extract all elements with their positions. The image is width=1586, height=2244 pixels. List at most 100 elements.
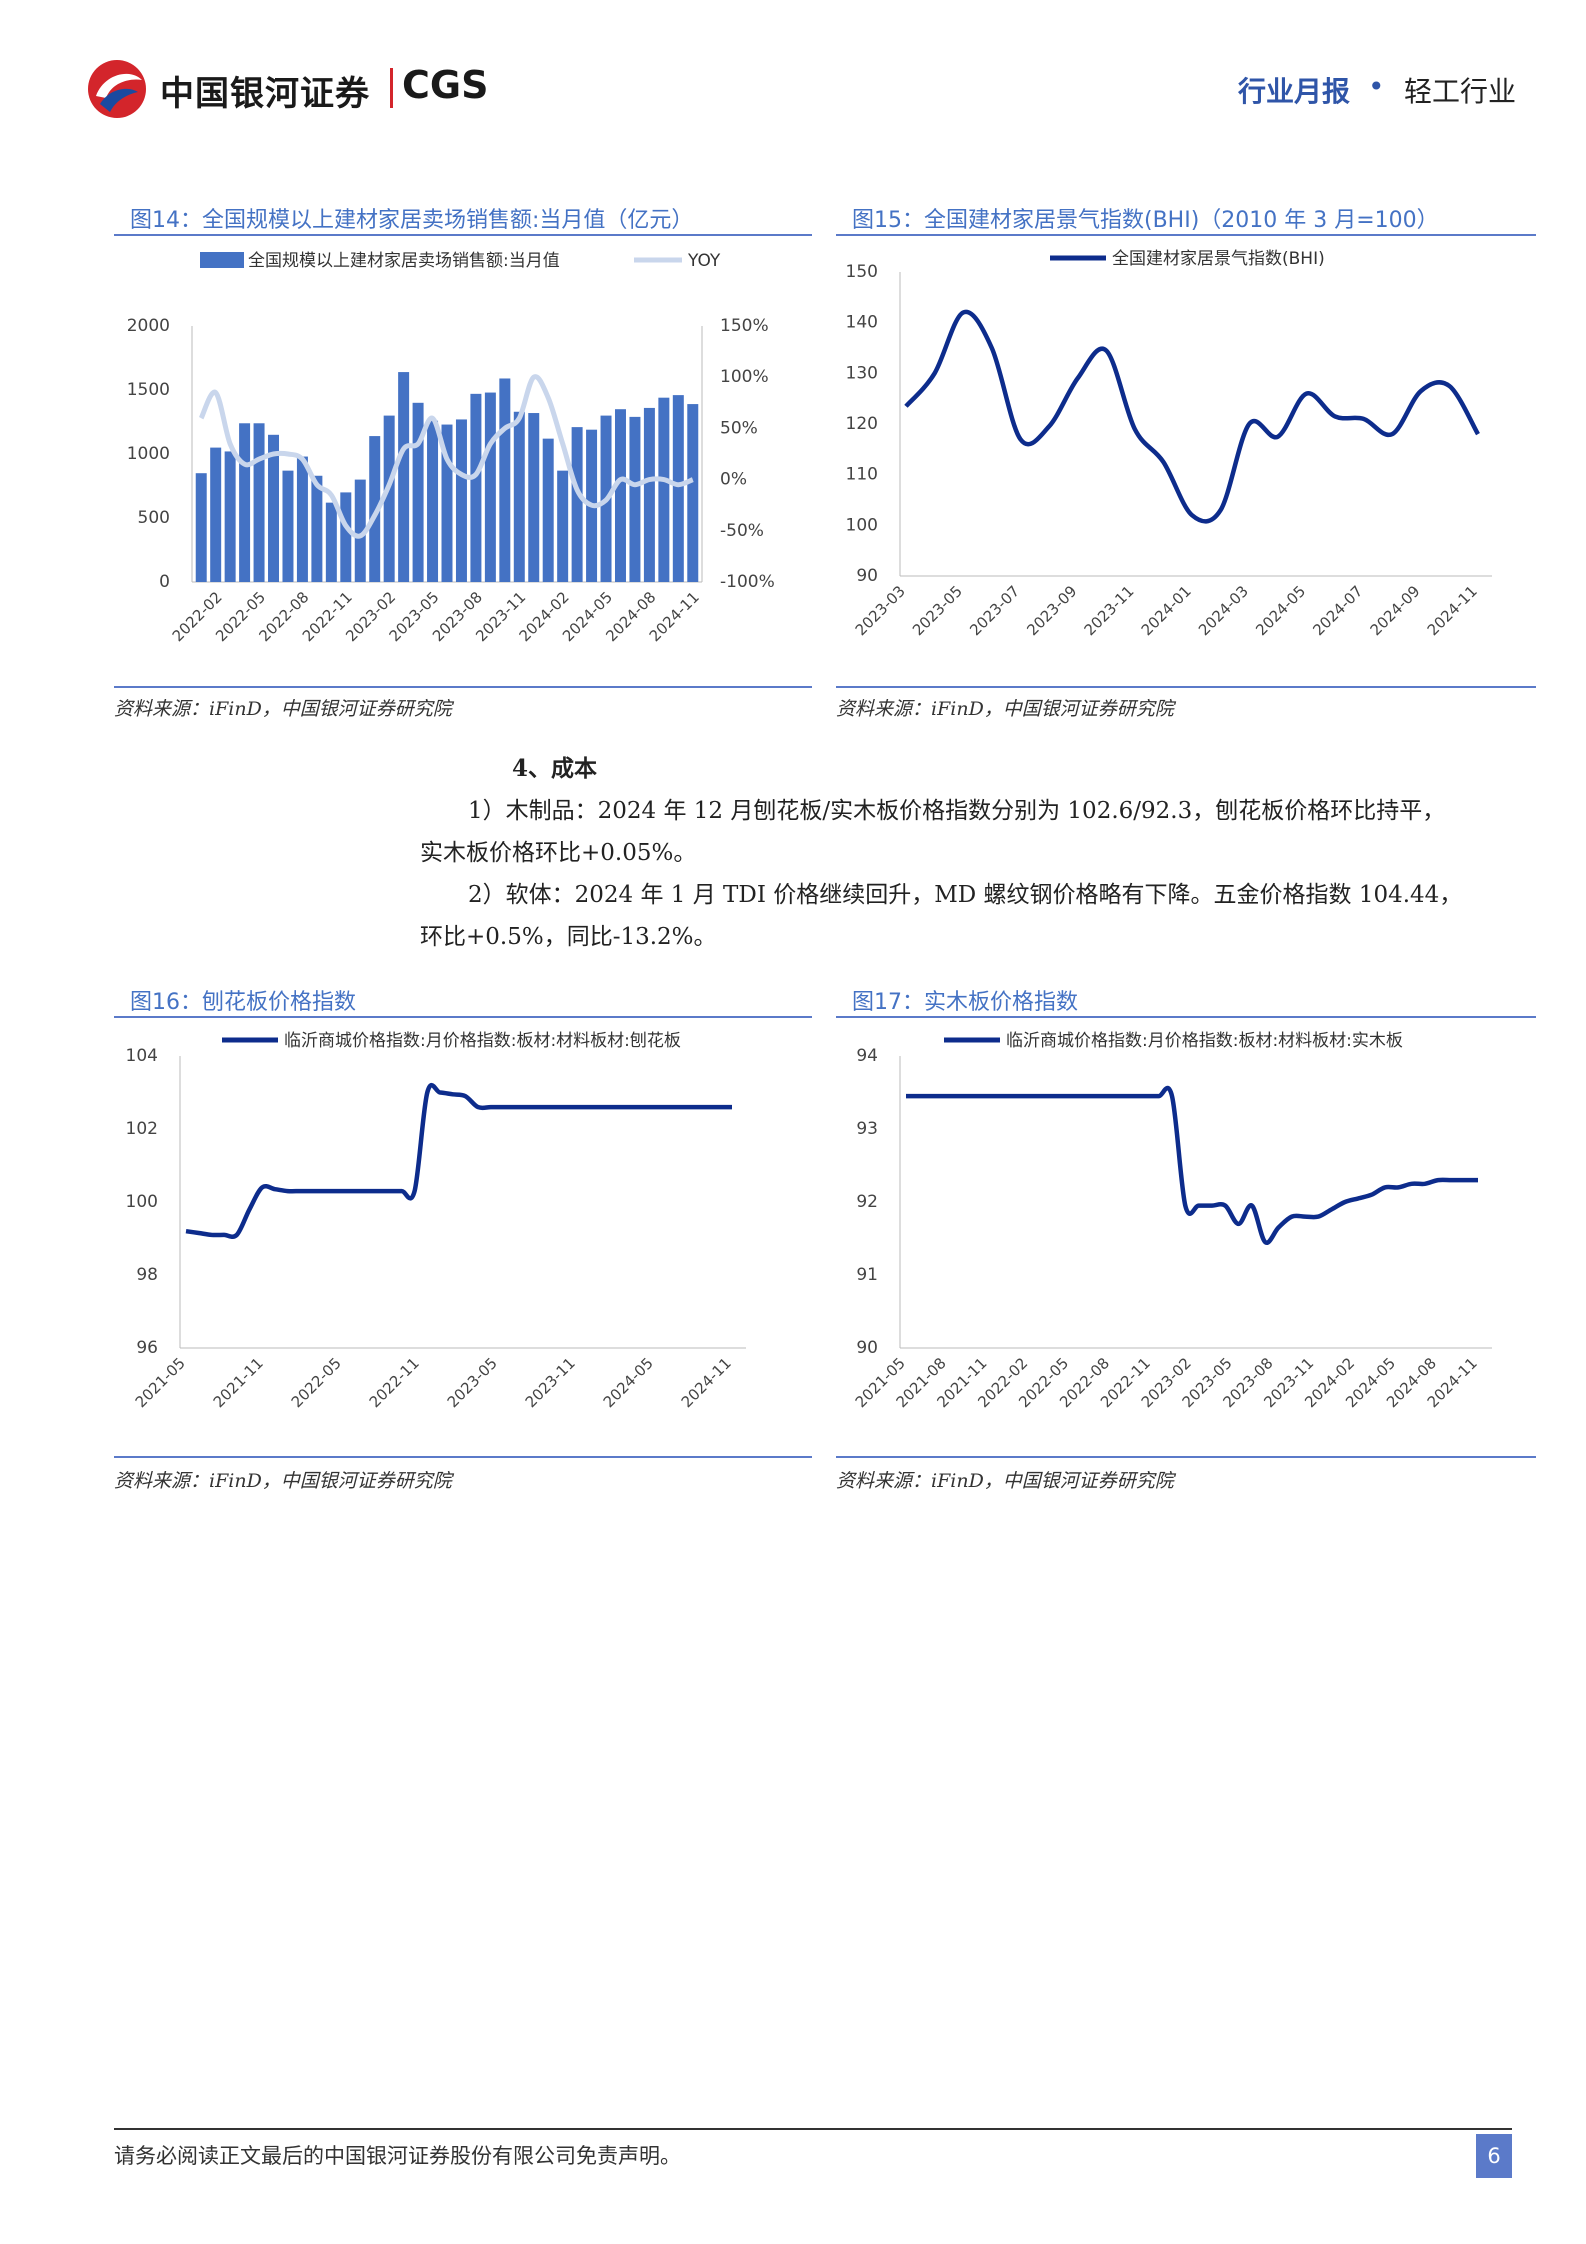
fig16-x-tick: 2024-11 xyxy=(678,1354,735,1411)
fig14-left-y-tick: 500 xyxy=(138,508,170,528)
brand-en: CGS xyxy=(402,63,489,107)
fig14-source: 资料来源：iFinD，中国银河证券研究院 xyxy=(114,698,452,720)
fig14-bar xyxy=(354,479,366,582)
fig14-legend-bar-swatch xyxy=(200,252,244,268)
fig14-bar xyxy=(557,470,569,582)
fig16-x-tick: 2021-05 xyxy=(132,1354,189,1411)
fig14-title: 图14：全国规模以上建材家居卖场销售额:当月值（亿元） xyxy=(130,208,694,233)
fig14-bar xyxy=(398,372,410,582)
fig16-x-tick: 2023-05 xyxy=(444,1354,501,1411)
fig14-bar xyxy=(629,416,641,582)
fig14-right-y-tick: -50% xyxy=(720,521,764,541)
fig15-x-tick: 2023-03 xyxy=(852,582,909,639)
fig15-x-tick: 2023-07 xyxy=(966,582,1023,639)
industry: 轻工行业 xyxy=(1404,75,1517,108)
fig15-y-tick: 150 xyxy=(846,262,878,282)
fig14-bar xyxy=(643,407,655,582)
fig17-rule xyxy=(836,1016,1536,1018)
footer-rule xyxy=(114,2128,1512,2130)
fig14-left-y-tick: 1500 xyxy=(127,380,170,400)
fig16-line xyxy=(185,1082,732,1239)
page-number: 6 xyxy=(1487,2144,1501,2168)
fig15-legend-label: 全国建材家居景气指数(BHI) xyxy=(1112,249,1325,269)
fig14-bar xyxy=(311,475,323,582)
fig14-bar xyxy=(268,434,280,582)
fig15-bottom-rule xyxy=(836,686,1536,688)
fig14-bar xyxy=(427,420,439,582)
fig14-bar xyxy=(325,502,337,582)
fig14-bar xyxy=(470,393,482,582)
fig15-x-tick: 2024-07 xyxy=(1309,582,1366,639)
fig14-bar xyxy=(455,419,467,582)
fig17-source: 资料来源：iFinD，中国银河证券研究院 xyxy=(836,1470,1174,1492)
brand-divider xyxy=(390,68,393,108)
fig14-right-y-tick: 100% xyxy=(720,367,769,387)
fig15-x-tick: 2023-09 xyxy=(1023,582,1080,639)
fig14-bar xyxy=(383,415,395,582)
fig17-bottom-rule xyxy=(836,1456,1536,1458)
fig15-x-tick: 2024-01 xyxy=(1138,582,1195,639)
fig14-bar xyxy=(658,397,670,582)
fig15-x-tick: 2024-03 xyxy=(1195,582,1252,639)
fig17-y-tick: 91 xyxy=(856,1265,878,1285)
para1-line1: 1）木制品：2024 年 12 月刨花板/实木板价格指数分别为 102.6/92… xyxy=(468,798,1446,824)
logo-icon xyxy=(88,60,146,118)
fig14-bar xyxy=(513,411,525,582)
brand-cn: 中国银河证券 xyxy=(160,74,370,114)
fig14-bar xyxy=(412,402,424,582)
fig14-bar xyxy=(239,423,251,582)
para2-line1: 2）软体：2024 年 1 月 TDI 价格继续回升，MD 螺纹钢价格略有下降。… xyxy=(468,882,1463,908)
fig15-x-tick: 2023-05 xyxy=(909,582,966,639)
fig14-bar xyxy=(571,427,583,582)
fig16-y-tick: 104 xyxy=(126,1046,158,1066)
fig16-x-tick: 2022-05 xyxy=(288,1354,345,1411)
fig14-right-y-tick: 150% xyxy=(720,316,769,336)
fig14-legend-bar-label: 全国规模以上建材家居卖场销售额:当月值 xyxy=(248,251,560,271)
fig15-title: 图15：全国建材家居景气指数(BHI)（2010 年 3 月=100） xyxy=(852,208,1439,233)
fig14-left-y-tick: 1000 xyxy=(127,444,170,464)
fig15-x-tick: 2024-09 xyxy=(1367,582,1424,639)
fig15-x-tick: 2024-11 xyxy=(1424,582,1481,639)
fig15-y-tick: 140 xyxy=(846,313,878,333)
fig14-bar xyxy=(210,447,222,582)
fig16-rule xyxy=(114,1016,812,1018)
fig16-chart: 96 98 100 102 104 临沂商城价格指数:月价格指数:板材:材料板材:刨花板 2… xyxy=(126,1031,746,1411)
section-heading: 4、成本 xyxy=(512,755,598,782)
fig15-chart: 90 100 110 120 130 140 150 全国建材家居景气指数(BHI) 2023-… xyxy=(846,249,1492,639)
fig17-title: 图17：实木板价格指数 xyxy=(852,990,1078,1015)
fig17-y-tick: 94 xyxy=(856,1046,878,1066)
fig15-y-tick: 100 xyxy=(846,515,878,535)
fig14-bar xyxy=(687,404,699,582)
fig14-right-y-tick: -100% xyxy=(720,572,775,592)
para1-line2: 实木板价格环比+0.05%。 xyxy=(420,840,697,866)
fig14-bar xyxy=(296,456,308,582)
header-dot: • xyxy=(1368,70,1385,103)
fig17-line xyxy=(905,1085,1478,1245)
fig17-y-tick: 93 xyxy=(856,1119,878,1139)
fig14-yoy-line xyxy=(198,374,694,539)
footer-disclaimer: 请务必阅读正文最后的中国银河证券股份有限公司免责声明。 xyxy=(114,2144,681,2168)
fig14-left-y-tick: 2000 xyxy=(127,316,170,336)
fig14-bar xyxy=(542,438,554,582)
fig15-x-tick: 2023-11 xyxy=(1081,582,1138,639)
page-number-box: 6 xyxy=(1476,2134,1512,2178)
fig15-y-tick: 130 xyxy=(846,363,878,383)
fig14-legend-line-label: YOY xyxy=(687,251,721,271)
fig15-line xyxy=(904,309,1480,524)
logo xyxy=(86,58,148,120)
fig16-y-tick: 100 xyxy=(126,1192,158,1212)
report-type: 行业月报 xyxy=(1238,75,1351,108)
fig16-x-tick: 2024-05 xyxy=(600,1354,657,1411)
fig16-y-tick: 96 xyxy=(136,1338,158,1358)
fig14-chart: 0 500 1000 1500 2000 -100% -50% 0% 50% 100% 150% 全国… xyxy=(127,251,775,645)
fig15-x-tick: 2024-05 xyxy=(1252,582,1309,639)
fig14-bar xyxy=(484,392,496,582)
fig15-y-tick: 110 xyxy=(846,465,878,485)
fig15-y-tick: 90 xyxy=(856,566,878,586)
fig14-bar xyxy=(499,378,511,582)
fig16-x-tick: 2023-11 xyxy=(522,1354,579,1411)
fig14-bar xyxy=(340,492,352,582)
fig14-bar xyxy=(528,413,540,582)
fig16-y-tick: 98 xyxy=(136,1265,158,1285)
fig14-bar xyxy=(282,470,294,582)
